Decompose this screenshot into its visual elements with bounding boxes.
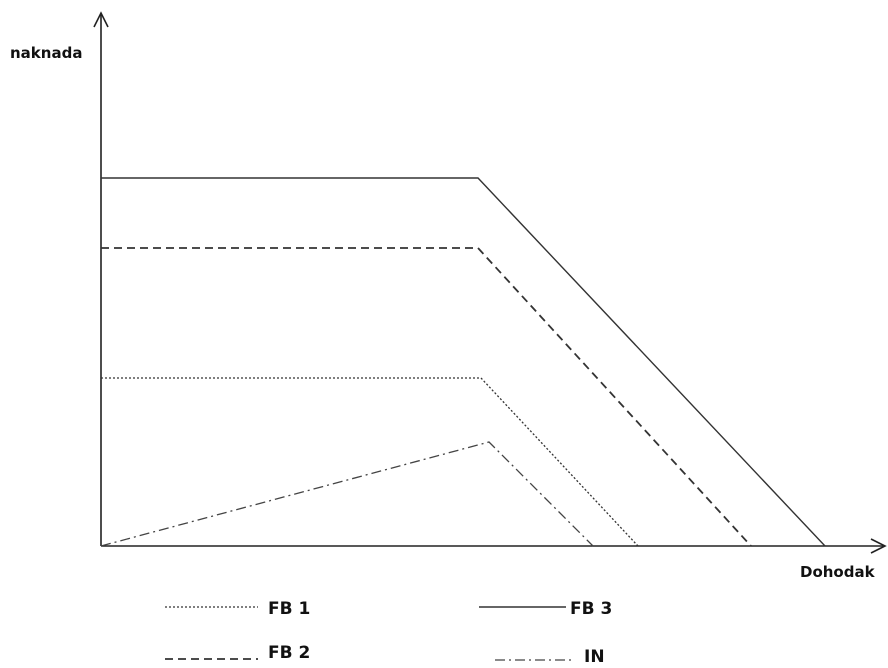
series-line-fb1 — [101, 377, 639, 547]
x-axis-arrow — [870, 538, 887, 554]
legend-item-in: IN — [495, 647, 605, 667]
legend-label-fb2: FB 2 — [268, 643, 310, 663]
y-axis-arrow — [93, 11, 109, 28]
legend-label-in: IN — [584, 647, 605, 667]
legend-label-fb1: FB 1 — [268, 599, 310, 619]
series-line-in — [100, 441, 594, 547]
legend: FB 1 FB 3 FB 2 IN — [165, 599, 612, 667]
y-axis-label: naknada — [10, 44, 82, 62]
legend-item-fb3: FB 3 — [479, 599, 612, 619]
series-line-fb2 — [101, 247, 752, 547]
legend-label-fb3: FB 3 — [570, 599, 612, 619]
legend-item-fb1: FB 1 — [165, 599, 310, 619]
x-axis-label: Dohodak — [800, 563, 876, 581]
series-line-fb3 — [101, 177, 826, 547]
legend-item-fb2: FB 2 — [165, 643, 310, 663]
